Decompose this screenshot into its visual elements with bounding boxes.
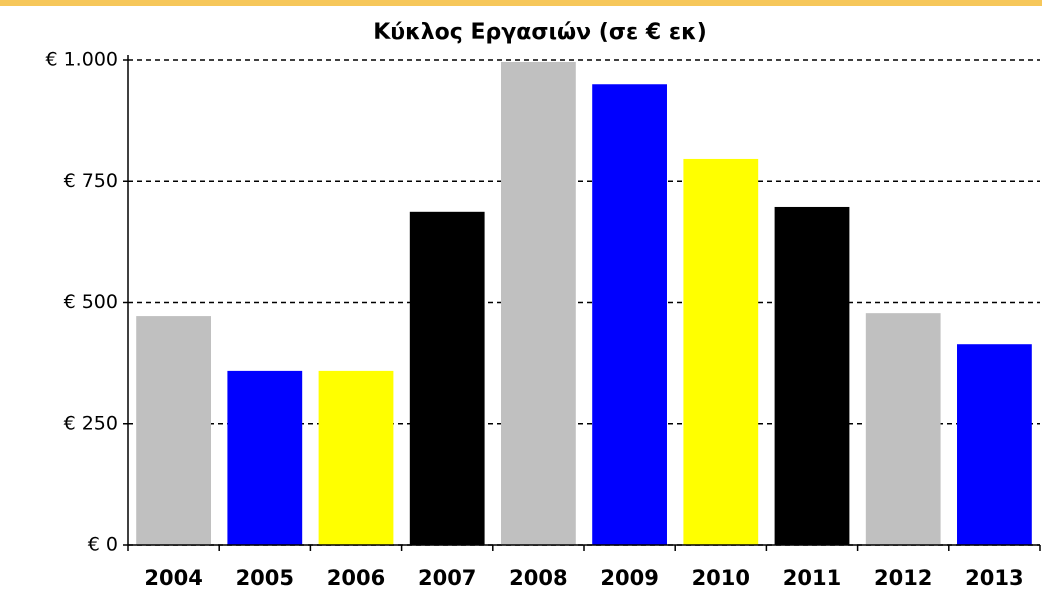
y-tick-label: € 250	[64, 412, 118, 434]
x-tick-label: 2011	[783, 566, 841, 590]
bar	[865, 313, 941, 545]
x-tick-label: 2013	[965, 566, 1023, 590]
y-tick-label: € 500	[64, 291, 118, 313]
x-tick-label: 2008	[509, 566, 567, 590]
x-tick-label: 2006	[327, 566, 385, 590]
x-tick-label: 2009	[600, 566, 658, 590]
y-tick-label: € 750	[64, 170, 118, 192]
x-tick-label: 2005	[236, 566, 294, 590]
y-tick-label: € 0	[88, 534, 118, 556]
bar	[136, 316, 211, 545]
x-tick-label: 2012	[874, 566, 932, 590]
bar	[683, 158, 759, 545]
x-tick-label: 2010	[692, 566, 750, 590]
bar	[409, 211, 485, 545]
bar	[957, 344, 1032, 545]
x-tick-label: 2004	[144, 566, 202, 590]
chart-title: Κύκλος Εργασιών (σε € εκ)	[373, 20, 707, 45]
bar	[774, 206, 850, 545]
bar	[318, 370, 394, 545]
y-tick-label: € 1.000	[45, 49, 118, 71]
x-tick-label: 2007	[418, 566, 476, 590]
bar	[501, 61, 576, 545]
bar	[592, 84, 667, 545]
top-border	[0, 0, 1042, 6]
bar	[227, 370, 303, 545]
